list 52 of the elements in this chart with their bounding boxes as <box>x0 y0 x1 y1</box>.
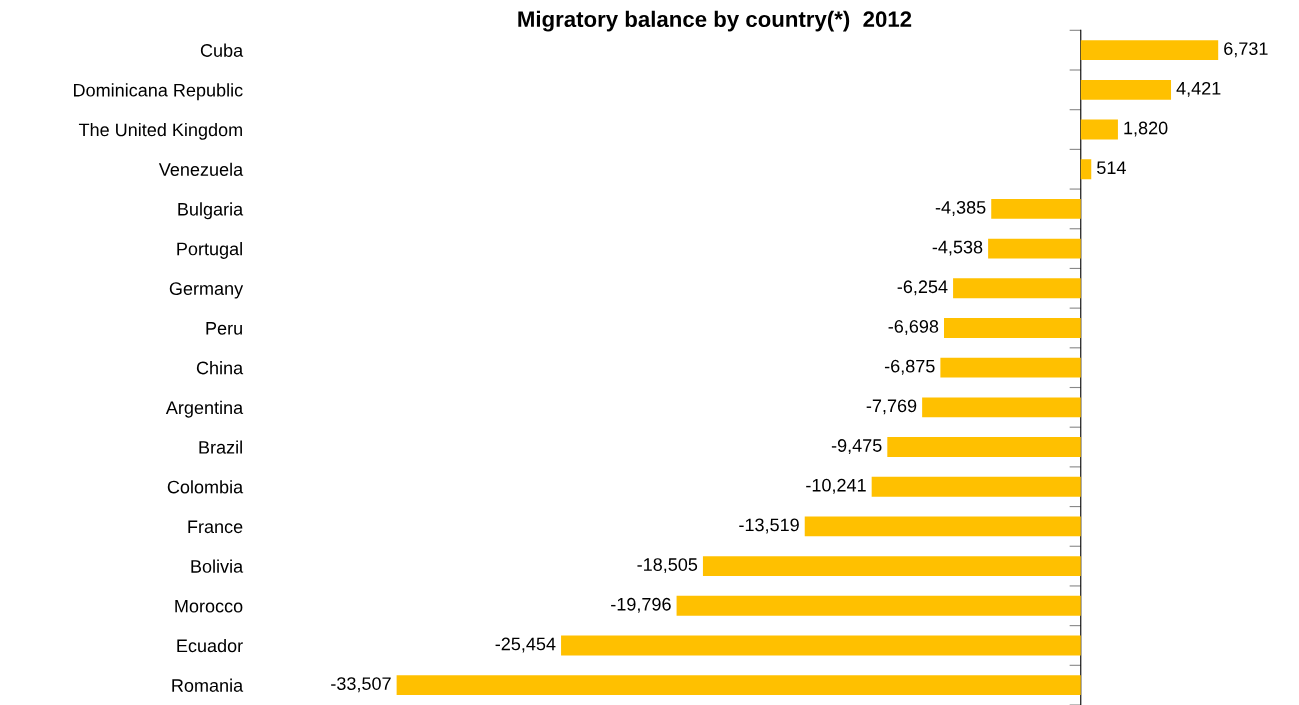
bar <box>702 556 1081 577</box>
bar <box>940 357 1081 378</box>
bar <box>944 318 1081 338</box>
y-tick-label: Brazil <box>199 440 242 454</box>
y-tick-label: France <box>188 520 243 534</box>
bar <box>396 675 1081 696</box>
y-tick-label: Dominicana Republic <box>74 83 243 101</box>
data-label: -33,507 <box>331 677 391 693</box>
y-tick-label: Ecuador <box>177 638 243 653</box>
y-tick-label: Portugal <box>177 242 242 259</box>
data-label: 1,820 <box>1124 121 1168 137</box>
bar <box>922 397 1081 418</box>
data-label: -25,454 <box>495 637 556 653</box>
bar <box>887 437 1081 457</box>
bar <box>804 516 1081 537</box>
data-label: -18,505 <box>637 558 698 574</box>
bar <box>953 278 1081 299</box>
y-tick-label: Bulgaria <box>178 202 244 220</box>
y-tick-label: Bolivia <box>191 559 244 573</box>
bar <box>1080 159 1092 180</box>
data-label: -4,385 <box>935 200 986 216</box>
y-tick-label: Peru <box>206 322 242 335</box>
chart-title: Migratory balance by country(*) 2012 <box>518 10 912 32</box>
data-label: -4,538 <box>932 240 983 256</box>
data-label: -6,875 <box>884 359 935 375</box>
y-tick-label: Cuba <box>200 43 244 57</box>
data-label: -7,769 <box>866 399 917 415</box>
data-label: -13,519 <box>739 518 799 534</box>
bar <box>676 595 1081 616</box>
data-label: 514 <box>1097 161 1126 175</box>
bar <box>1080 119 1118 140</box>
y-tick-label: Argentina <box>165 400 244 418</box>
bar <box>991 198 1081 219</box>
bar <box>988 238 1081 259</box>
data-label: -9,475 <box>831 439 882 455</box>
data-label: 4,421 <box>1176 81 1221 97</box>
y-tick-label: Morocco <box>175 599 243 613</box>
bar <box>871 476 1081 497</box>
y-tick-label: Colombia <box>167 480 244 494</box>
data-label: -10,241 <box>806 478 866 494</box>
data-label: 6,731 <box>1224 42 1268 58</box>
y-tick-label: Romania <box>172 678 244 692</box>
bar <box>561 635 1081 656</box>
y-tick-label: China <box>196 361 244 375</box>
bar <box>1080 40 1219 61</box>
data-label: -6,698 <box>888 320 939 335</box>
y-tick-label: The United Kingdom <box>78 122 242 140</box>
y-tick-label: Venezuela <box>158 162 244 176</box>
bar <box>1080 79 1172 100</box>
y-tick-label: Germany <box>169 282 244 299</box>
data-label: -19,796 <box>611 597 671 613</box>
data-label: -6,254 <box>897 280 948 296</box>
